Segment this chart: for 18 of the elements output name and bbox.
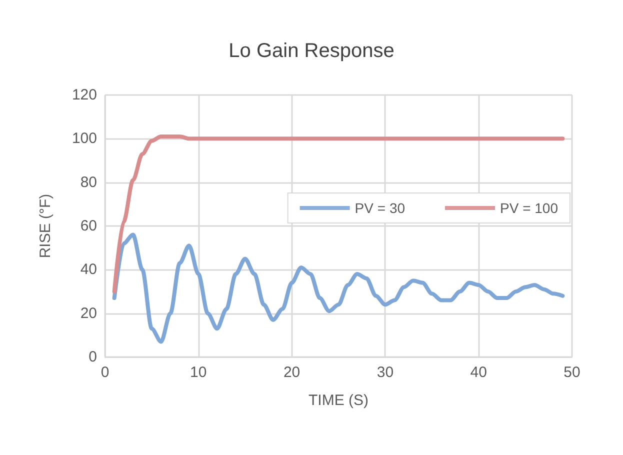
y-tick-label: 80	[80, 174, 97, 191]
y-tick-label: 0	[88, 348, 97, 366]
y-tick-label: 60	[80, 218, 97, 234]
x-tick-label: 0	[100, 364, 110, 381]
y-axis-title: RISE (°F)	[37, 194, 54, 258]
x-tick-label: 10	[190, 364, 207, 381]
y-tick-label: 40	[80, 261, 97, 278]
legend-label: PV = 30	[354, 200, 406, 216]
y-tick-label: 20	[80, 304, 97, 322]
x-tick-label: 30	[376, 364, 394, 381]
legend-label: PV = 100	[500, 200, 558, 216]
x-tick-label: 40	[470, 364, 487, 381]
y-tick-label: 100	[72, 130, 97, 148]
x-axis-title: TIME (S)	[308, 392, 368, 409]
chart-title: Lo Gain Response	[228, 40, 394, 62]
y-tick-label: 120	[72, 86, 97, 104]
x-tick-label: 50	[564, 364, 580, 381]
x-tick-label: 20	[283, 364, 300, 381]
